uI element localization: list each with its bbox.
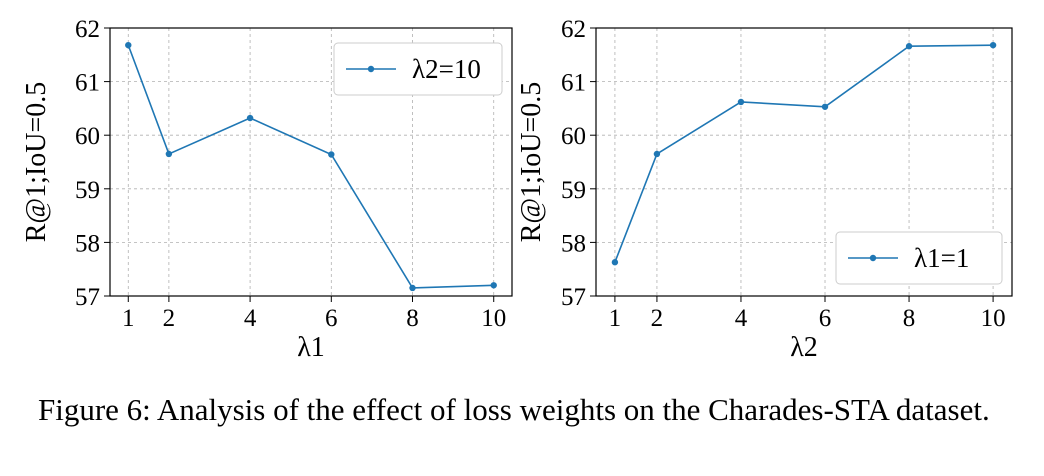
legend-marker bbox=[869, 254, 877, 262]
data-point bbox=[653, 150, 661, 158]
x-tick-label: 8 bbox=[406, 305, 419, 332]
series-line bbox=[127, 44, 494, 289]
x-tick-label: 8 bbox=[903, 305, 916, 332]
x-tick-label: 1 bbox=[122, 305, 135, 332]
x-tick-label: 4 bbox=[244, 305, 257, 332]
y-tick-label: 60 bbox=[561, 123, 586, 150]
plot-frame bbox=[595, 27, 1013, 297]
chart-panel-1: 1 2 4 6 8 10 57 58 59 60 61 62 λ1 R@1;IoU=0.5 λ2=10 bbox=[21, 16, 513, 363]
data-point bbox=[905, 43, 913, 50]
series-line bbox=[614, 44, 994, 263]
x-tick-label: 4 bbox=[735, 305, 748, 332]
y-tick-label: 58 bbox=[75, 230, 100, 257]
data-point bbox=[125, 41, 132, 49]
y-tick-label: 59 bbox=[75, 177, 100, 204]
x-axis-label: λ2 bbox=[790, 332, 818, 363]
x-tick-label: 2 bbox=[163, 305, 176, 332]
data-point bbox=[611, 259, 619, 266]
data-point bbox=[246, 114, 254, 122]
data-point bbox=[989, 41, 997, 49]
y-tick-label: 61 bbox=[75, 70, 100, 97]
data-point bbox=[409, 284, 416, 292]
y-tick-label: 61 bbox=[561, 70, 586, 97]
x-tick-label: 10 bbox=[481, 305, 506, 332]
legend-label: λ1=1 bbox=[914, 243, 969, 273]
y-tick-label: 60 bbox=[75, 123, 100, 150]
y-tick-label: 58 bbox=[561, 230, 586, 257]
data-point bbox=[737, 98, 745, 106]
chart-panel-2: 1 2 4 6 8 10 57 58 59 60 61 62 λ2 R@1;IoU=0.5 λ1=1 bbox=[516, 16, 1013, 363]
y-tick-label: 57 bbox=[75, 284, 100, 311]
legend-box bbox=[333, 42, 503, 96]
x-tick-label: 6 bbox=[325, 305, 338, 332]
legend-label: λ2=10 bbox=[412, 54, 481, 84]
x-tick-label: 1 bbox=[609, 305, 622, 332]
x-axis-label: λ1 bbox=[297, 332, 325, 363]
y-axis-label: R@1;IoU=0.5 bbox=[516, 82, 547, 243]
y-tick-label: 59 bbox=[561, 177, 586, 204]
x-tick-label: 6 bbox=[819, 305, 832, 332]
legend-box bbox=[835, 231, 1003, 285]
legend: λ1=1 bbox=[835, 231, 1003, 285]
legend: λ2=10 bbox=[333, 42, 503, 96]
data-point bbox=[821, 103, 829, 110]
y-tick-label: 57 bbox=[561, 284, 586, 311]
figure-caption: Figure 6: Analysis of the effect of loss… bbox=[38, 392, 990, 427]
plot-frame bbox=[109, 27, 513, 297]
x-tick-label: 10 bbox=[981, 305, 1006, 332]
y-tick-label: 62 bbox=[561, 16, 586, 43]
x-tick-label: 2 bbox=[651, 305, 664, 332]
y-axis-label: R@1;IoU=0.5 bbox=[21, 82, 52, 243]
data-point bbox=[490, 282, 497, 289]
figure: 1 2 4 6 8 10 57 58 59 60 61 62 λ1 R@1;IoU=0.5 λ2=10 1 2 4… bbox=[21, 16, 1013, 363]
y-tick-label: 62 bbox=[75, 16, 100, 43]
data-point bbox=[165, 150, 173, 158]
data-point bbox=[328, 151, 335, 158]
legend-marker bbox=[367, 65, 375, 73]
